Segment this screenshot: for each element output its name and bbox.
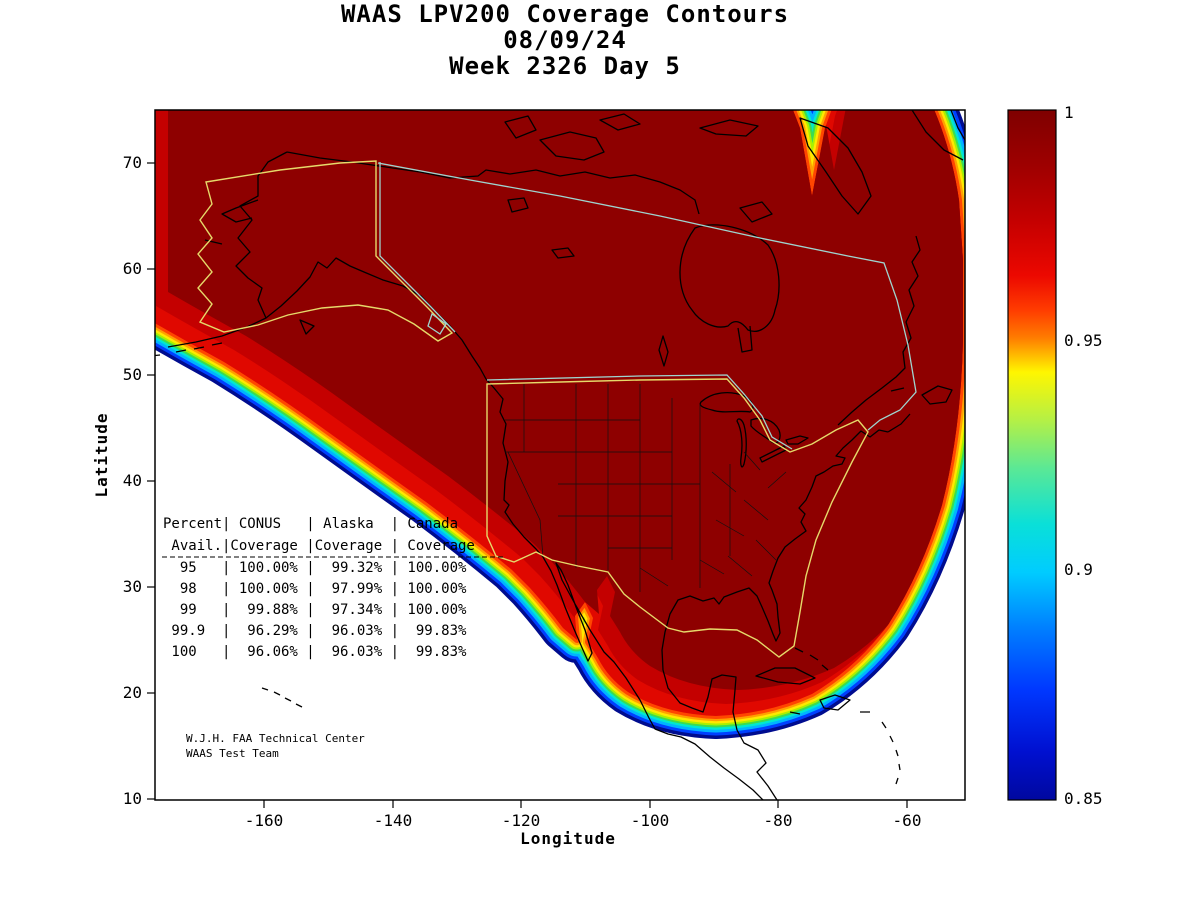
y-axis-label: Latitude	[92, 412, 111, 497]
greenland-coast-path	[911, 110, 965, 161]
coastline-arctic-path	[204, 151, 700, 319]
lon-tick-120: -120	[502, 811, 541, 830]
colorbar-tick-0-85: 0.85	[1064, 789, 1103, 808]
coastline-layer	[155, 110, 965, 800]
pacific-islands-path	[155, 319, 315, 708]
table-header-row1: Percent| CONUS | Alaska | Canada	[163, 516, 458, 532]
table-row-99-9: 99.9 | 96.29% | 96.03% | 99.83%	[163, 623, 467, 639]
coastline-northeast-canada-path	[837, 235, 953, 433]
lat-tick-70: 70	[123, 153, 142, 172]
lat-tick-20: 20	[123, 683, 142, 702]
hudson-bay-path	[679, 224, 780, 353]
table-row-95: 95 | 100.00% | 99.32% | 100.00%	[163, 560, 467, 576]
lat-tick-10: 10	[123, 789, 142, 808]
canadian-lakes-path	[507, 197, 669, 367]
colorbar: 1 0.95 0.9 0.85	[1007, 103, 1103, 808]
colorbar-tick-1: 1	[1064, 103, 1074, 122]
lat-tick-60: 60	[123, 259, 142, 278]
plot-subtitle-date: 08/09/24	[503, 26, 627, 54]
canada-service-boundary	[377, 162, 917, 450]
lon-tick-160: -160	[245, 811, 284, 830]
lon-tick-140: -140	[374, 811, 413, 830]
plot-frame	[154, 109, 966, 801]
axis-tick-marks	[147, 162, 908, 808]
lat-tick-30: 30	[123, 577, 142, 596]
plot-area: Percent| CONUS | Alaska | Canada Avail.|…	[155, 110, 965, 800]
lon-tick-60: -60	[893, 811, 922, 830]
colorbar-tick-0-95: 0.95	[1064, 331, 1103, 350]
x-axis-label: Longitude	[520, 829, 616, 848]
coverage-table: Percent| CONUS | Alaska | Canada Avail.|…	[162, 516, 505, 660]
plot-title: WAAS LPV200 Coverage Contours	[341, 0, 789, 28]
table-row-99: 99 | 99.88% | 97.34% | 100.00%	[163, 602, 467, 618]
plot-subtitle-week: Week 2326 Day 5	[449, 52, 681, 80]
longitude-tick-labels: -160 -140 -120 -100 -80 -60	[245, 811, 922, 830]
credit-line-2: WAAS Test Team	[186, 747, 279, 760]
lat-tick-40: 40	[123, 471, 142, 490]
state-borders-path	[505, 384, 787, 592]
colorbar-gradient	[1007, 109, 1057, 801]
lon-tick-100: -100	[631, 811, 670, 830]
coastline-gulf-atlantic-path	[661, 429, 889, 800]
lon-tick-80: -80	[764, 811, 793, 830]
table-row-98: 98 | 100.00% | 97.99% | 100.00%	[163, 581, 467, 597]
credit-text: W.J.H. FAA Technical Center WAAS Test Te…	[186, 732, 365, 760]
arctic-islands-path	[504, 113, 872, 223]
table-row-100: 100 | 96.06% | 96.03% | 99.83%	[163, 644, 467, 660]
credit-line-1: W.J.H. FAA Technical Center	[186, 732, 365, 745]
conus-service-boundary	[486, 378, 869, 658]
alaska-service-boundary	[197, 160, 454, 342]
table-header-row2: Avail.|Coverage |Coverage | Coverage	[163, 538, 475, 554]
latitude-tick-labels: 70 60 50 40 30 20 10	[123, 153, 142, 808]
lat-tick-50: 50	[123, 365, 142, 384]
caribbean-islands-path	[755, 647, 901, 785]
coastline-west-path	[167, 257, 764, 800]
colorbar-tick-0-9: 0.9	[1064, 560, 1093, 579]
